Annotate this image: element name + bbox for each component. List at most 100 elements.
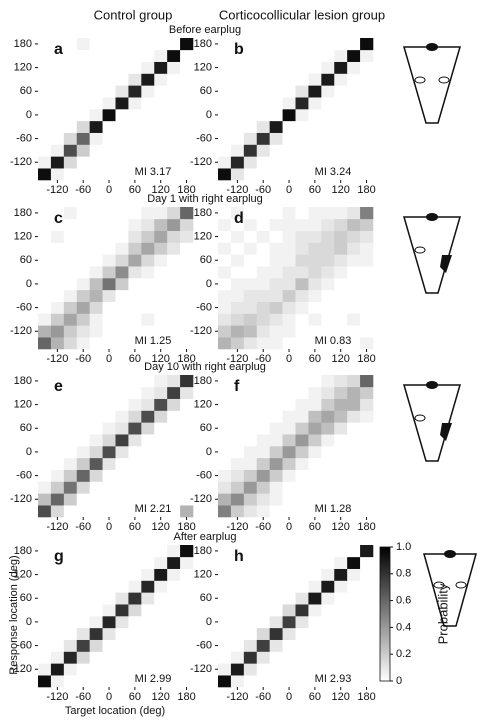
heatmap-cell — [295, 73, 309, 86]
heatmap-cell — [243, 156, 258, 169]
heatmap-cell — [334, 627, 348, 640]
heatmap-cell — [128, 266, 142, 279]
heatmap-cell — [295, 278, 309, 291]
heatmap-cell — [334, 580, 348, 593]
heatmap-cell — [321, 604, 335, 617]
heatmap-cell — [243, 639, 258, 652]
heatmap-cell — [115, 289, 129, 302]
heatmap-cell — [102, 592, 116, 605]
heatmap-cell — [256, 218, 270, 231]
x-tick-label: 0 — [286, 184, 292, 196]
heatmap-cell — [141, 337, 155, 350]
heatmap-cell — [269, 156, 283, 169]
heatmap-cell — [218, 481, 232, 494]
heatmap-cell — [218, 505, 232, 518]
heatmap-cell — [360, 156, 374, 169]
heatmap-cell — [38, 457, 52, 470]
heatmap-cell — [63, 493, 78, 506]
heatmap-cell — [321, 325, 335, 338]
heatmap-cell — [76, 446, 90, 459]
heatmap-cell — [230, 132, 245, 145]
heatmap-cell — [230, 109, 245, 122]
heatmap-cell — [308, 230, 322, 243]
heatmap-cell — [76, 301, 90, 314]
heatmap-cell — [180, 434, 194, 447]
heatmap-cell — [63, 457, 78, 470]
heatmap-cell — [282, 457, 296, 470]
heatmap-cell — [102, 568, 116, 581]
heatmap-cell — [38, 568, 52, 581]
heatmap-cell — [360, 120, 374, 133]
heatmap-cell — [76, 168, 90, 181]
heatmap-cell — [218, 398, 232, 411]
heatmap-cell — [308, 61, 322, 74]
heatmap-cell — [295, 457, 309, 470]
heatmap-cell — [63, 156, 78, 169]
x-tick-label: 120 — [332, 353, 350, 365]
heatmap-cell — [167, 242, 181, 255]
heatmap-cell — [102, 639, 116, 652]
heatmap-cell — [321, 313, 335, 326]
panel-letter: d — [234, 210, 244, 227]
heatmap-cell — [295, 556, 309, 569]
heatmap-cell — [218, 218, 232, 231]
heatmap-cell — [256, 434, 270, 447]
heatmap-cell — [102, 49, 116, 62]
heatmap-cell — [295, 289, 309, 302]
heatmap-cell — [141, 545, 155, 558]
heatmap-cell — [347, 337, 361, 350]
heatmap-cell — [38, 218, 52, 231]
heatmap-cell — [321, 410, 335, 423]
heatmap-cell — [321, 493, 335, 506]
heatmap-cell — [141, 386, 155, 399]
heatmap-cell — [38, 144, 52, 157]
colorbar-label: Probability — [435, 583, 450, 644]
heatmap-cell — [295, 675, 309, 688]
heatmap-cell — [295, 109, 309, 122]
heatmap-cell — [256, 168, 270, 181]
heatmap-cell — [334, 313, 348, 326]
heatmap-cell — [282, 386, 296, 399]
heatmap-cell — [256, 85, 270, 98]
heatmap-cell — [180, 457, 194, 470]
heatmap-cell — [128, 457, 142, 470]
heatmap-cell — [360, 230, 374, 243]
heatmap-cell — [89, 675, 103, 688]
heatmap-cell — [154, 61, 168, 74]
heatmap-cell — [334, 325, 348, 338]
heatmap-cell — [167, 592, 181, 605]
heatmap-cell — [76, 616, 90, 629]
x-tick-label: -120 — [226, 521, 248, 533]
heatmap-cell — [334, 266, 348, 279]
heatmap-cell — [243, 505, 258, 518]
heatmap-cell — [334, 663, 348, 676]
heatmap-cell — [321, 592, 335, 605]
heatmap-cell — [218, 325, 232, 338]
heatmap-cell — [295, 61, 309, 74]
heatmap-cell — [128, 493, 142, 506]
heatmap-cell — [102, 230, 116, 243]
heatmap-cell — [218, 266, 232, 279]
heatmap-cell — [38, 120, 52, 133]
heatmap-cell — [256, 675, 270, 688]
heatmap-cell — [334, 97, 348, 110]
heatmap-cell — [141, 604, 155, 617]
heatmap-cell — [128, 254, 142, 267]
heatmap-cell — [308, 85, 322, 98]
panel-letter: g — [54, 548, 64, 565]
heatmap-cell — [115, 481, 129, 494]
heatmap-cell — [243, 313, 258, 326]
heatmap-cell — [38, 545, 52, 558]
heatmap-cell — [154, 120, 168, 133]
heatmap-cell — [154, 410, 168, 423]
heatmap-cell — [141, 493, 155, 506]
heatmap-cell — [102, 218, 116, 231]
heatmap-cell — [167, 109, 181, 122]
heatmap-cell — [167, 568, 181, 581]
heatmap-cell — [115, 386, 129, 399]
heatmap-cell — [321, 49, 335, 62]
heatmap-cell — [334, 85, 348, 98]
heatmap-cell — [63, 446, 78, 459]
heatmap-cell — [282, 545, 296, 558]
heatmap-cell — [243, 301, 258, 314]
